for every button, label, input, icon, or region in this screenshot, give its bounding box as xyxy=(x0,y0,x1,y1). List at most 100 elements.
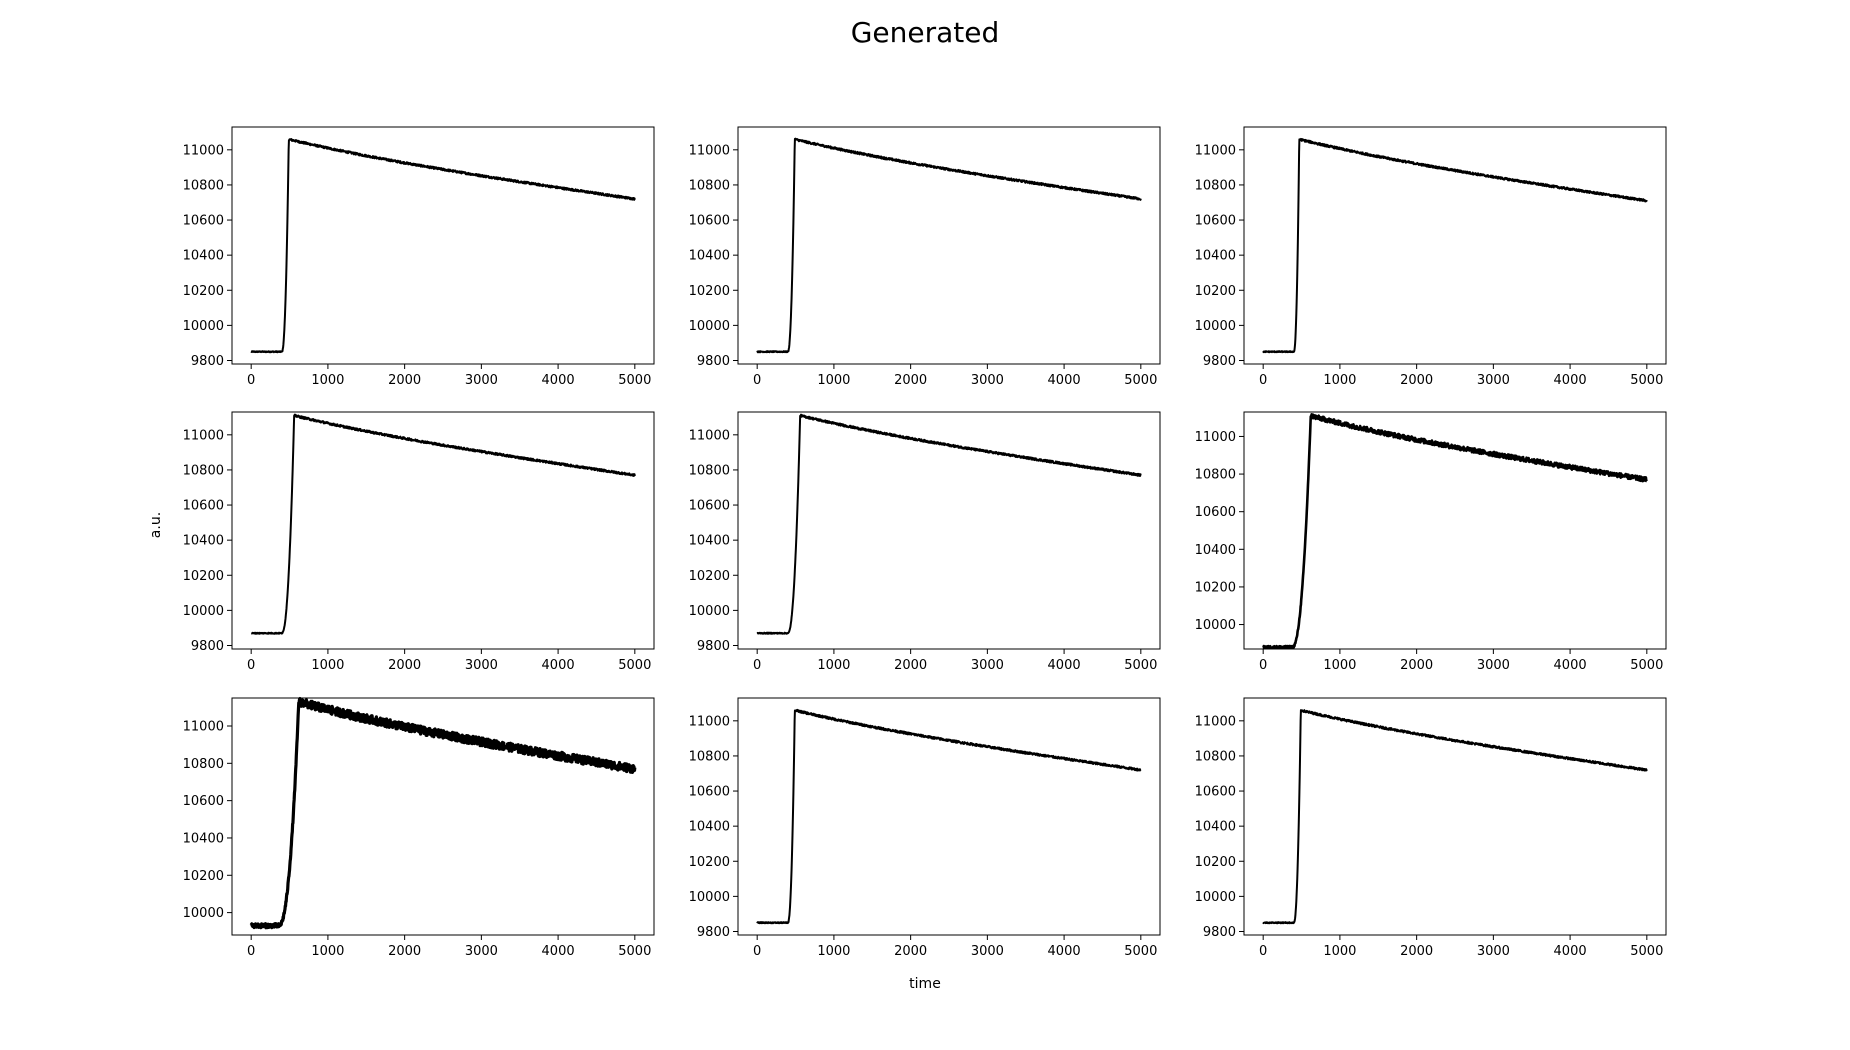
panel-row2-col3: 0 1000 2000 3000 4000 5000 10000 10200 10400 1060… xyxy=(1195,411,1667,673)
y-tick-label: 9800 xyxy=(1203,354,1236,369)
y-tick-label: 10200 xyxy=(689,855,730,870)
y-tick-label: 9800 xyxy=(697,639,730,654)
x-tick-label: 4000 xyxy=(1048,373,1081,388)
y-tick-label: 9800 xyxy=(697,925,730,940)
y-tick-label: 10000 xyxy=(1195,618,1236,633)
panel-row1-col2: 0 1000 2000 3000 4000 5000 9800 10000 10200 10400… xyxy=(689,126,1161,388)
y-tick-label: 10400 xyxy=(1195,543,1236,558)
y-tick-label: 11000 xyxy=(1195,143,1236,158)
y-tick-label: 10200 xyxy=(183,569,224,584)
y-tick-label: 10600 xyxy=(689,214,730,229)
y-tick-label: 10000 xyxy=(1195,890,1236,905)
x-tick-label: 3000 xyxy=(971,944,1004,959)
y-tick-label: 11000 xyxy=(183,719,224,734)
panel-row3-col3: 0 1000 2000 3000 4000 5000 9800 10000 10200 10400… xyxy=(1195,697,1667,959)
axes-frame xyxy=(231,411,655,650)
x-tick-label: 1000 xyxy=(1323,373,1356,388)
x-axis-label: time xyxy=(909,976,941,992)
axes-frame xyxy=(1243,411,1667,650)
y-tick-label: 10600 xyxy=(1195,505,1236,520)
x-tick-label: 5000 xyxy=(1124,658,1157,673)
panel-row3-col2: 0 1000 2000 3000 4000 5000 9800 10000 10200 10400… xyxy=(689,697,1161,959)
y-tick-label: 10800 xyxy=(1195,178,1236,193)
y-tick-label: 10400 xyxy=(689,534,730,549)
y-tick-label: 10000 xyxy=(183,604,224,619)
series-line xyxy=(756,137,1142,354)
y-tick-label: 10200 xyxy=(689,569,730,584)
axes-frame xyxy=(737,411,1161,650)
x-tick-label: 4000 xyxy=(1554,944,1587,959)
series-line xyxy=(249,696,637,930)
panel-row1-col3: 0 1000 2000 3000 4000 5000 9800 10000 10200 10400… xyxy=(1195,126,1667,388)
axes-frame xyxy=(1243,126,1667,365)
y-tick-label: 10800 xyxy=(183,178,224,193)
x-tick-label: 1000 xyxy=(1323,658,1356,673)
y-tick-label: 10600 xyxy=(1195,214,1236,229)
y-tick-label: 10400 xyxy=(689,820,730,835)
series-line xyxy=(756,708,1142,925)
y-tick-label: 10000 xyxy=(689,319,730,334)
x-tick-label: 4000 xyxy=(1048,944,1081,959)
y-tick-label: 11000 xyxy=(689,143,730,158)
y-tick-label: 11000 xyxy=(689,428,730,443)
x-tick-label: 3000 xyxy=(1477,373,1510,388)
x-tick-label: 5000 xyxy=(1630,658,1663,673)
x-tick-label: 1000 xyxy=(311,944,344,959)
x-tick-label: 2000 xyxy=(388,373,421,388)
x-tick-label: 1000 xyxy=(817,373,850,388)
x-tick-label: 3000 xyxy=(465,658,498,673)
x-tick-label: 0 xyxy=(1259,373,1267,388)
axes-frame xyxy=(1243,697,1667,936)
y-tick-label: 10600 xyxy=(689,499,730,514)
x-tick-label: 0 xyxy=(247,658,255,673)
x-tick-label: 5000 xyxy=(618,658,651,673)
x-tick-label: 3000 xyxy=(1477,658,1510,673)
x-tick-label: 4000 xyxy=(1554,658,1587,673)
x-tick-label: 1000 xyxy=(1323,944,1356,959)
panel-row1-col1: 0 1000 2000 3000 4000 5000 9800 10000 10200 10400… xyxy=(183,126,655,388)
y-tick-label: 10600 xyxy=(183,499,224,514)
y-tick-label: 10000 xyxy=(1195,319,1236,334)
figure-title: Generated xyxy=(851,16,1000,49)
x-tick-label: 4000 xyxy=(542,373,575,388)
y-tick-label: 10600 xyxy=(689,785,730,800)
y-tick-label: 11000 xyxy=(689,714,730,729)
panel-row2-col2: 0 1000 2000 3000 4000 5000 9800 10000 10200 10400… xyxy=(689,411,1161,673)
x-tick-label: 1000 xyxy=(817,658,850,673)
y-tick-label: 10400 xyxy=(1195,820,1236,835)
x-tick-label: 3000 xyxy=(465,373,498,388)
x-tick-label: 5000 xyxy=(618,944,651,959)
x-tick-label: 5000 xyxy=(1124,944,1157,959)
y-tick-label: 10200 xyxy=(1195,284,1236,299)
axes-frame xyxy=(231,126,655,365)
panel-row2-col1: 0 1000 2000 3000 4000 5000 9800 10000 10200 10400… xyxy=(183,411,655,673)
x-tick-label: 5000 xyxy=(1630,944,1663,959)
y-tick-label: 10400 xyxy=(689,249,730,264)
panel-row3-col1: 0 1000 2000 3000 4000 5000 10000 10200 10400 1060… xyxy=(183,696,655,959)
x-tick-label: 3000 xyxy=(971,658,1004,673)
x-tick-label: 0 xyxy=(753,658,761,673)
series-line xyxy=(250,413,636,635)
x-tick-label: 0 xyxy=(753,944,761,959)
x-tick-label: 0 xyxy=(1259,658,1267,673)
y-tick-label: 10400 xyxy=(183,831,224,846)
y-tick-label: 9800 xyxy=(191,354,224,369)
x-tick-label: 0 xyxy=(1259,944,1267,959)
y-tick-label: 10000 xyxy=(183,906,224,921)
axes-frame xyxy=(231,697,655,936)
y-tick-label: 9800 xyxy=(1203,925,1236,940)
y-tick-label: 10200 xyxy=(183,869,224,884)
series-line xyxy=(756,413,1142,635)
y-tick-label: 10200 xyxy=(183,284,224,299)
x-tick-label: 5000 xyxy=(1630,373,1663,388)
y-tick-label: 10800 xyxy=(689,749,730,764)
y-tick-label: 10000 xyxy=(183,319,224,334)
x-tick-label: 4000 xyxy=(542,944,575,959)
x-tick-label: 4000 xyxy=(542,658,575,673)
y-tick-label: 10800 xyxy=(183,757,224,772)
y-tick-label: 10200 xyxy=(1195,855,1236,870)
x-tick-label: 5000 xyxy=(1124,373,1157,388)
panel-grid: 0 1000 2000 3000 4000 50009800100001020010400… xyxy=(183,126,1667,959)
y-tick-label: 9800 xyxy=(191,639,224,654)
x-tick-label: 1000 xyxy=(817,944,850,959)
